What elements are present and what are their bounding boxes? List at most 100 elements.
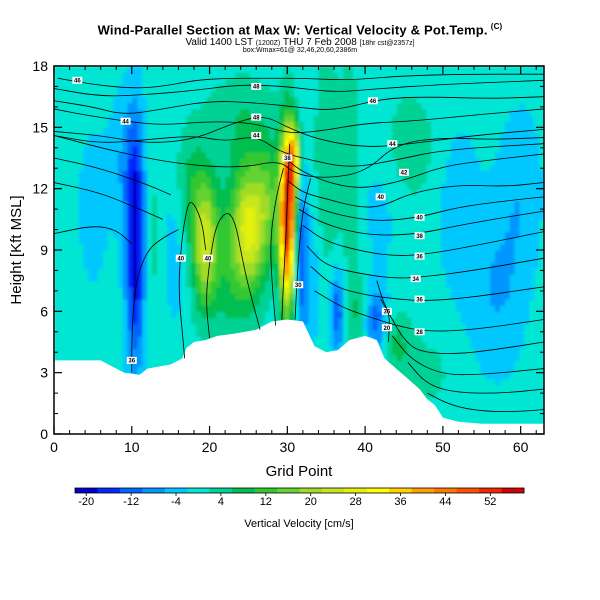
w-field-cell — [210, 213, 217, 220]
w-field-cell — [436, 188, 442, 196]
w-field-cell — [514, 158, 521, 165]
w-field-cell — [519, 372, 525, 380]
w-field-cell — [166, 145, 173, 153]
w-field-cell — [514, 188, 521, 196]
w-field-cell — [455, 268, 462, 276]
w-field-cell — [176, 348, 182, 355]
w-field-cell — [152, 360, 158, 368]
w-field-cell — [485, 329, 491, 337]
w-field-cell — [83, 256, 89, 263]
w-field-cell — [357, 268, 364, 276]
w-field-cell — [58, 342, 65, 349]
w-field-cell — [245, 231, 251, 239]
w-field-cell — [171, 164, 178, 171]
w-field-cell — [504, 403, 511, 411]
w-field-cell — [279, 250, 285, 257]
w-field-cell — [132, 280, 138, 288]
w-field-cell — [215, 164, 222, 171]
w-field-cell — [176, 176, 182, 184]
w-field-cell — [93, 170, 99, 177]
w-field-cell — [161, 170, 168, 177]
w-field-cell — [122, 145, 129, 153]
w-field-cell — [352, 170, 359, 177]
w-field-cell — [98, 256, 104, 263]
w-field-cell — [450, 305, 457, 312]
w-field-cell — [475, 250, 481, 257]
w-field-cell — [274, 317, 280, 325]
w-field-cell — [225, 164, 231, 171]
w-field-cell — [210, 323, 217, 331]
w-field-cell — [460, 317, 467, 325]
w-field-cell — [406, 329, 413, 337]
w-field-cell — [308, 256, 315, 263]
w-field-cell — [186, 280, 192, 288]
w-field-cell — [441, 188, 447, 196]
w-field-cell — [436, 280, 442, 288]
w-field-cell — [156, 207, 163, 214]
w-field-cell — [509, 268, 516, 276]
w-field-cell — [382, 299, 388, 306]
w-field-cell — [397, 176, 403, 184]
w-field-cell — [460, 403, 467, 411]
w-field-cell — [201, 182, 207, 190]
w-field-cell — [205, 158, 212, 165]
w-field-cell — [465, 286, 472, 294]
w-field-cell — [156, 360, 163, 368]
w-field-cell — [348, 243, 354, 251]
w-field-cell — [495, 323, 501, 331]
w-field-cell — [387, 250, 393, 257]
w-field-cell — [411, 286, 418, 294]
w-field-cell — [367, 292, 374, 300]
w-field-cell — [73, 299, 80, 306]
w-field-cell — [450, 274, 457, 282]
w-field-cell — [382, 225, 388, 233]
w-field-cell — [495, 286, 501, 294]
w-field-cell — [88, 194, 94, 202]
w-field-cell — [524, 164, 530, 171]
w-field-cell — [485, 225, 491, 233]
w-field-cell — [196, 243, 202, 251]
w-field-cell — [362, 250, 369, 257]
w-field-cell — [122, 311, 129, 319]
w-field-cell — [328, 207, 334, 214]
w-field-cell — [392, 207, 398, 214]
w-field-cell — [328, 342, 334, 349]
w-field-cell — [289, 188, 295, 196]
w-field-cell — [294, 188, 300, 196]
w-field-cell — [152, 139, 158, 147]
w-field-cell — [519, 250, 525, 257]
w-field-cell — [362, 286, 369, 294]
w-field-cell — [294, 311, 300, 319]
w-field-cell — [401, 225, 408, 233]
w-field-cell — [426, 378, 432, 386]
w-field-cell — [68, 176, 75, 184]
w-field-cell — [499, 237, 506, 245]
w-field-cell — [196, 286, 202, 294]
w-field-cell — [499, 305, 506, 312]
w-field-cell — [127, 335, 133, 343]
w-field-cell — [509, 139, 516, 147]
w-field-cell — [245, 225, 251, 233]
w-field-cell — [362, 219, 369, 227]
w-field-cell — [171, 274, 178, 282]
w-field-cell — [333, 225, 339, 233]
w-field-cell — [416, 378, 423, 386]
w-field-cell — [303, 200, 310, 208]
w-field-cell — [127, 329, 133, 337]
w-field-cell — [519, 188, 525, 196]
w-field-cell — [470, 415, 476, 423]
w-field-cell — [421, 176, 427, 184]
w-field-cell — [480, 127, 486, 135]
w-field-cell — [352, 225, 359, 233]
w-field-cell — [338, 237, 344, 245]
w-field-cell — [465, 213, 472, 220]
w-field-cell — [357, 170, 364, 177]
w-field-cell — [83, 286, 89, 294]
w-field-cell — [225, 299, 231, 306]
w-field-cell — [401, 268, 408, 276]
w-field-cell — [539, 323, 544, 331]
w-field-cell — [171, 231, 178, 239]
w-field-cell — [156, 268, 163, 276]
w-field-cell — [78, 342, 84, 349]
w-field-cell — [98, 280, 104, 288]
